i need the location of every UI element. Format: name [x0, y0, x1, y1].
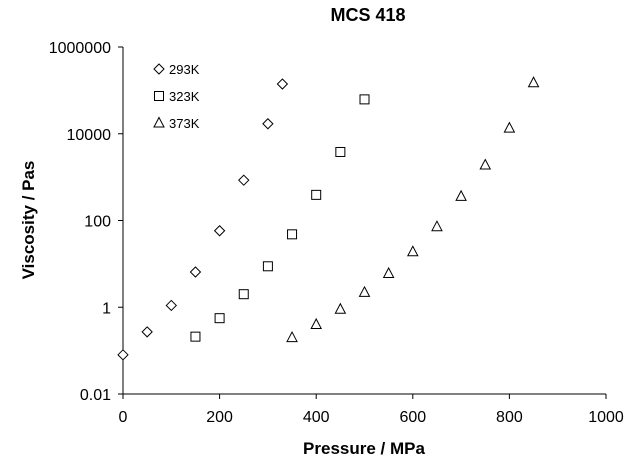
data-markers [117, 76, 540, 361]
legend-marker-293K [153, 63, 165, 75]
y-axis-label: Viscosity / Pas [19, 161, 38, 280]
data-point-373K [479, 158, 492, 170]
data-point-323K [238, 289, 249, 300]
y-tick-label: 0.01 [80, 387, 111, 404]
data-point-373K [503, 121, 516, 133]
x-tick-label: 1000 [588, 409, 624, 426]
x-axis-label: Pressure / MPa [303, 439, 425, 458]
data-point-373K [358, 285, 371, 297]
chart-title: MCS 418 [330, 5, 405, 25]
legend: 293K 323K 373K [153, 62, 200, 131]
legend-label: 323K [169, 89, 200, 104]
data-point-293K [141, 326, 153, 338]
data-point-293K [189, 266, 202, 278]
y-tick-label: 10000 [67, 127, 112, 144]
y-tick-label: 1000000 [49, 40, 111, 57]
data-point-373K [406, 245, 419, 257]
data-point-323K [311, 189, 322, 200]
data-point-373K [455, 189, 467, 201]
x-tick-label: 800 [496, 409, 523, 426]
x-axis-ticks: 0 200 400 600 800 1000 [119, 394, 624, 426]
data-point-293K [238, 174, 250, 186]
data-point-323K [287, 229, 298, 240]
legend-label: 373K [169, 116, 200, 131]
data-point-323K [335, 146, 346, 157]
data-point-373K [310, 317, 323, 330]
data-point-323K [359, 94, 370, 105]
x-tick-label: 0 [119, 409, 128, 426]
x-tick-label: 200 [206, 409, 233, 426]
data-point-293K [276, 78, 289, 90]
data-point-293K [165, 299, 178, 312]
data-point-323K [190, 331, 201, 342]
legend-marker-323K [154, 91, 164, 101]
data-point-293K [262, 118, 274, 130]
data-point-373K [382, 266, 395, 278]
data-point-323K [214, 313, 225, 324]
x-tick-label: 400 [303, 409, 330, 426]
data-point-323K [262, 261, 273, 272]
legend-label: 293K [169, 62, 200, 77]
legend-marker-373K [153, 116, 165, 128]
data-point-373K [334, 302, 347, 314]
data-point-373K [527, 76, 540, 88]
data-point-373K [431, 220, 443, 232]
data-point-293K [213, 225, 226, 237]
x-tick-label: 600 [399, 409, 426, 426]
data-point-373K [286, 330, 298, 343]
y-tick-label: 1 [102, 300, 111, 317]
y-axis-ticks: 0.01 1 100 10000 1000000 [49, 40, 123, 404]
data-point-293K [117, 349, 129, 361]
y-tick-label: 100 [84, 214, 111, 231]
